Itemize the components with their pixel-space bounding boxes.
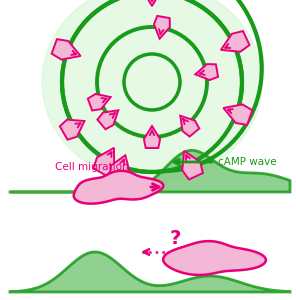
Polygon shape bbox=[10, 252, 290, 292]
Polygon shape bbox=[97, 110, 118, 129]
Text: Cell migration: Cell migration bbox=[55, 162, 129, 172]
Polygon shape bbox=[195, 64, 218, 80]
Polygon shape bbox=[223, 104, 252, 125]
Polygon shape bbox=[182, 151, 203, 179]
Polygon shape bbox=[88, 94, 111, 110]
Polygon shape bbox=[52, 39, 81, 60]
Polygon shape bbox=[163, 241, 266, 275]
Polygon shape bbox=[142, 0, 162, 6]
Polygon shape bbox=[60, 120, 84, 140]
Polygon shape bbox=[110, 155, 130, 181]
Polygon shape bbox=[93, 148, 114, 176]
Polygon shape bbox=[74, 171, 163, 204]
Ellipse shape bbox=[42, 0, 262, 182]
Polygon shape bbox=[10, 150, 290, 192]
Polygon shape bbox=[221, 31, 250, 52]
Text: ?: ? bbox=[169, 229, 181, 247]
Text: cAMP wave: cAMP wave bbox=[218, 157, 277, 167]
Polygon shape bbox=[180, 116, 199, 136]
Polygon shape bbox=[144, 126, 160, 148]
Polygon shape bbox=[154, 16, 170, 39]
